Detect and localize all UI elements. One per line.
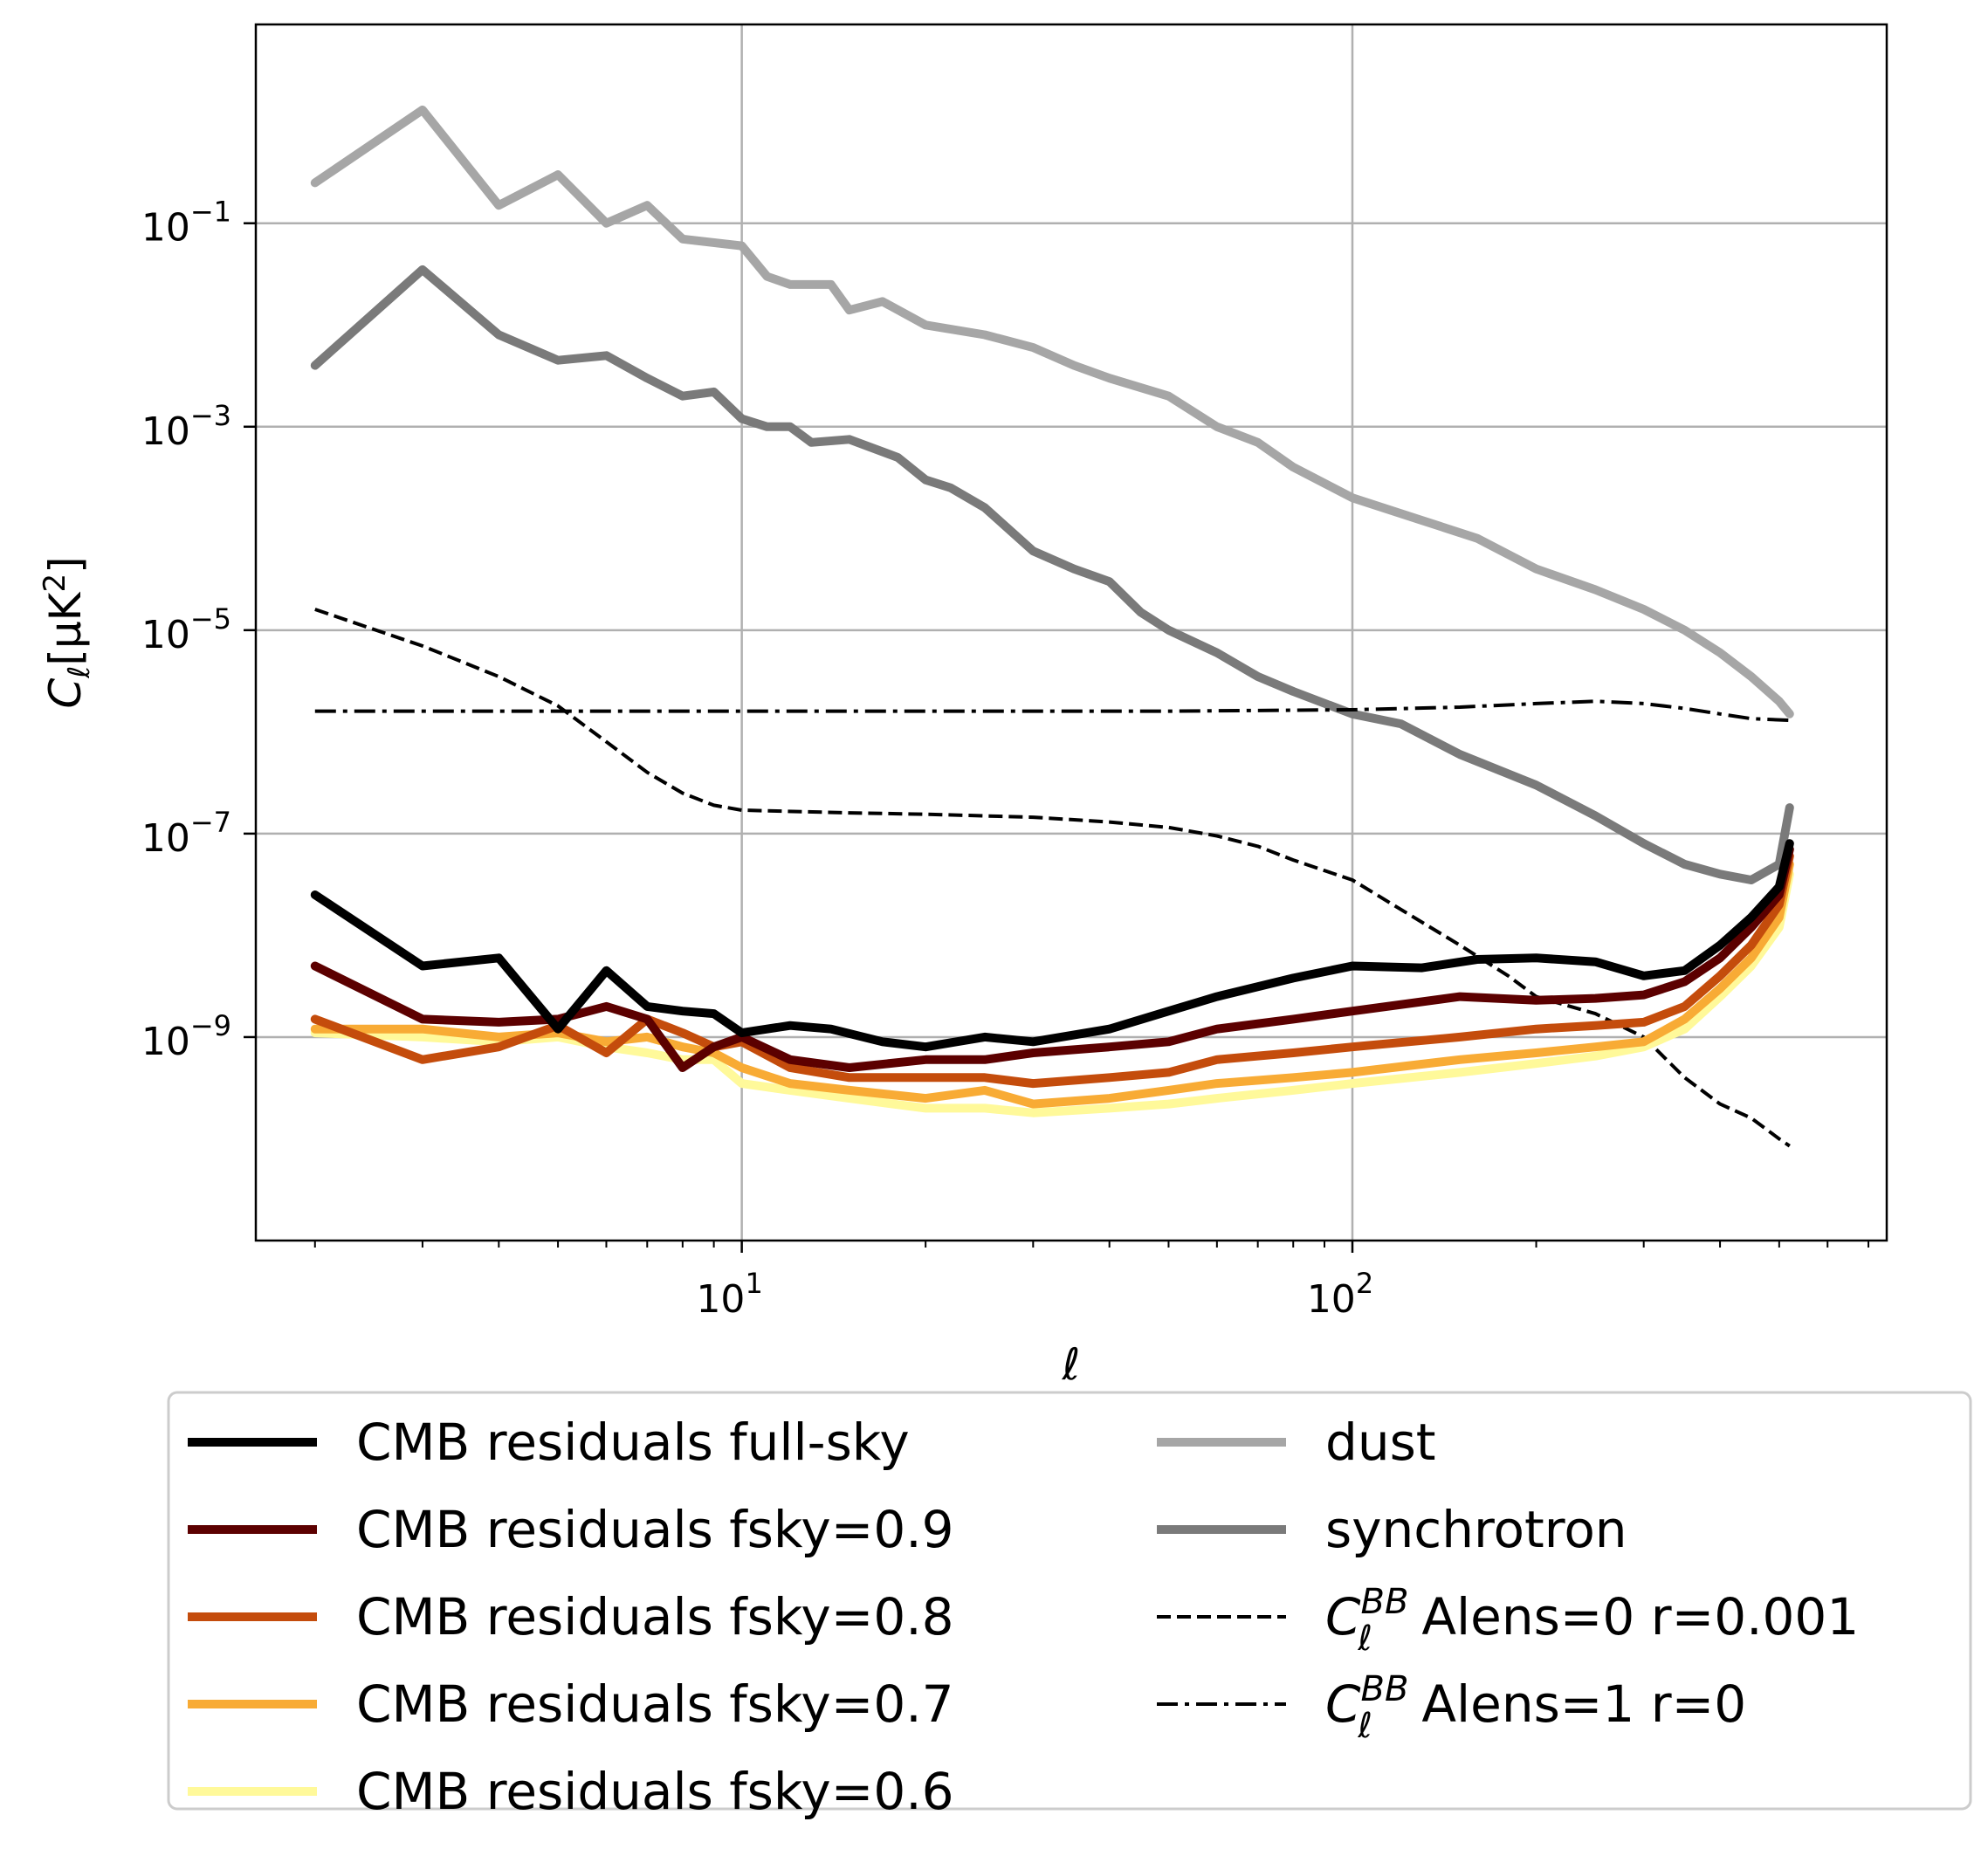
legend-entry-cmb-residuals-fsky-0-9: CMB residuals fsky=0.9 [188, 1500, 954, 1559]
legend-label-cmb-residuals-fsky-0-9: CMB residuals fsky=0.9 [356, 1500, 954, 1559]
y-tick-label-2: 10−5 [141, 602, 231, 657]
series-line-cmb-residuals-fsky-0-7 [310, 860, 1794, 1109]
legend-entry-cmb-residuals-fsky-0-6: CMB residuals fsky=0.6 [188, 1762, 954, 1821]
y-tick-label-0: 10−1 [141, 196, 231, 251]
legend: CMB residuals full-sky CMB residuals fsky… [167, 1391, 1972, 1821]
series-line-cl-bb-alens-1-r-0 [314, 699, 1790, 723]
series-line-cmb-residuals-fsky-0-6 [310, 870, 1794, 1117]
series-line-dust [310, 105, 1794, 718]
legend-entry-cmb-residuals-fsky-0-8: CMB residuals fsky=0.8 [188, 1587, 954, 1646]
series-lines [310, 105, 1794, 1148]
y-axis-unit-close: ] [40, 556, 91, 574]
legend-entry-cl-bb-alens-0-r-0-001: CBB ℓ Alens=0 r=0.001 [1157, 1582, 1859, 1659]
legend-label-dust: dust [1325, 1413, 1436, 1472]
x-tick-label-0: 101 [696, 1267, 762, 1322]
x-axis-label: ℓ [1062, 1339, 1081, 1390]
legend-label-cl-bb-alens-1-r-0: CBB ℓ Alens=1 r=0 [1325, 1669, 1746, 1746]
legend-entry-synchrotron: synchrotron [1157, 1500, 1627, 1559]
y-tick-label-1: 10−3 [141, 399, 231, 454]
legend-label-cl-bb-alens-0-r-0-001: CBB ℓ Alens=0 r=0.001 [1325, 1582, 1859, 1659]
legend-entry-cmb-residuals-fsky-0-7: CMB residuals fsky=0.7 [188, 1674, 954, 1734]
plot-area-frame [254, 23, 1888, 1242]
legend-label-cmb-residuals-fsky-0-7: CMB residuals fsky=0.7 [356, 1674, 954, 1734]
y-axis-subscript: ℓ [62, 666, 97, 679]
y-axis-label: Cℓ[μK2] [38, 556, 97, 708]
legend-label-cmb-residuals-fsky-0-8: CMB residuals fsky=0.8 [356, 1587, 954, 1646]
svg-text:Cℓ[μK2]: Cℓ[μK2] [38, 556, 97, 708]
axis-ticks: 101 102 10−1 10−3 10−5 10−7 10−9 [141, 196, 1870, 1322]
legend-label-cmb-residuals-fsky-0-6: CMB residuals fsky=0.6 [356, 1762, 954, 1821]
series-line-cmb-residuals-fsky-0-8 [310, 851, 1794, 1089]
y-axis-unit-open: [μK [40, 591, 91, 665]
y-axis-symbol: C [40, 678, 91, 709]
x-tick-label-1: 102 [1307, 1267, 1373, 1322]
legend-box [167, 1391, 1972, 1811]
legend-entry-dust: dust [1157, 1413, 1436, 1472]
y-axis-unit-superscript: 2 [38, 574, 72, 593]
y-tick-label-4: 10−9 [141, 1009, 231, 1064]
y-tick-label-3: 10−7 [141, 806, 231, 861]
legend-label-cmb-residuals-full-sky: CMB residuals full-sky [356, 1413, 910, 1472]
series-line-cmb-residuals-full-sky [310, 839, 1794, 1052]
series-line-cmb-residuals-fsky-0-9 [310, 844, 1794, 1072]
legend-label-synchrotron: synchrotron [1325, 1500, 1627, 1559]
series-line-synchrotron [310, 265, 1794, 884]
series-line-cl-bb-alens-0-r-0-001 [314, 608, 1791, 1148]
legend-entry-cmb-residuals-full-sky: CMB residuals full-sky [188, 1413, 910, 1472]
legend-entry-cl-bb-alens-1-r-0: CBB ℓ Alens=1 r=0 [1157, 1669, 1746, 1746]
